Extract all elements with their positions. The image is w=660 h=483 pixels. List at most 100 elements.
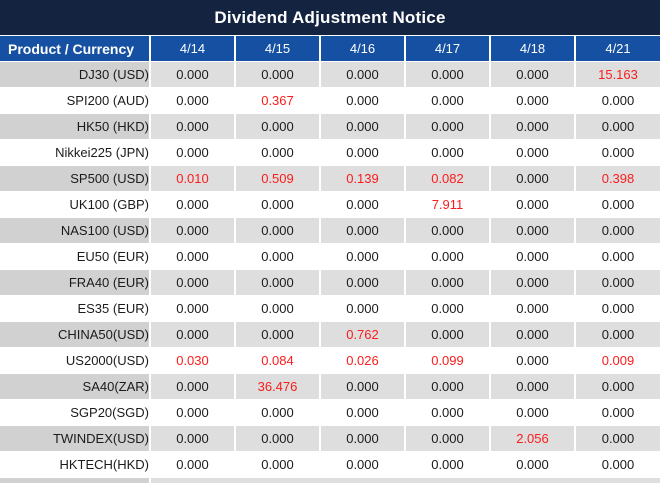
value-cell: 0.000 xyxy=(320,61,406,88)
value-cell: 0.000 xyxy=(575,269,660,296)
value-cell: 0.000 xyxy=(320,373,406,400)
table-body: DJ30 (USD) 0.000 0.000 0.000 0.000 0.000 15.1… xyxy=(0,61,660,478)
value-cell: 0.000 xyxy=(150,217,236,244)
value-cell: 0.000 xyxy=(405,295,491,322)
value-cell: 0.000 xyxy=(405,243,491,270)
value-cell: 0.000 xyxy=(150,139,236,166)
value-cell: 0.000 xyxy=(320,191,406,218)
value-cell: 0.000 xyxy=(490,269,576,296)
value-cell: 0.000 xyxy=(490,347,576,374)
value-cell: 0.000 xyxy=(235,113,321,140)
value-cell: 0.398 xyxy=(575,165,660,192)
table-row: SA40(ZAR) 0.000 36.476 0.000 0.000 0.000 0.00… xyxy=(0,373,660,400)
value-cell: 0.000 xyxy=(405,87,491,114)
value-cell: 0.000 xyxy=(150,191,236,218)
value-cell: 0.010 xyxy=(150,165,236,192)
product-cell: NAS100 (USD) xyxy=(0,217,151,244)
value-cell: 0.000 xyxy=(405,113,491,140)
table-row: HK50 (HKD) 0.000 0.000 0.000 0.000 0.000 0.00… xyxy=(0,113,660,140)
value-cell: 15.163 xyxy=(575,61,660,88)
column-header-date: 4/18 xyxy=(490,36,576,62)
value-cell: 0.000 xyxy=(150,425,236,452)
column-header-date: 4/17 xyxy=(405,36,491,62)
value-cell: 0.084 xyxy=(235,347,321,374)
table-row: DJ30 (USD) 0.000 0.000 0.000 0.000 0.000 15.1… xyxy=(0,61,660,88)
value-cell: 0.000 xyxy=(490,165,576,192)
value-cell: 0.000 xyxy=(405,269,491,296)
title-divider xyxy=(0,35,660,36)
value-cell: 0.000 xyxy=(405,373,491,400)
value-cell: 0.000 xyxy=(405,451,491,478)
value-cell: 0.000 xyxy=(150,61,236,88)
table-row: SPI200 (AUD) 0.000 0.367 0.000 0.000 0.000 0.… xyxy=(0,87,660,114)
product-cell: SPI200 (AUD) xyxy=(0,87,151,114)
value-cell: 0.000 xyxy=(490,113,576,140)
product-cell: FRA40 (EUR) xyxy=(0,269,151,296)
value-cell: 0.000 xyxy=(490,139,576,166)
value-cell: 0.000 xyxy=(405,321,491,348)
value-cell: 0.082 xyxy=(405,165,491,192)
value-cell: 0.000 xyxy=(575,191,660,218)
value-cell: 0.000 xyxy=(320,269,406,296)
table-row: SGP20(SGD) 0.000 0.000 0.000 0.000 0.000 0.00… xyxy=(0,399,660,426)
value-cell: 0.000 xyxy=(575,451,660,478)
page-title: Dividend Adjustment Notice xyxy=(0,0,660,35)
table-row: CHINA50(USD) 0.000 0.000 0.762 0.000 0.000 0.… xyxy=(0,321,660,348)
value-cell: 0.000 xyxy=(235,139,321,166)
table-row: EU50 (EUR) 0.000 0.000 0.000 0.000 0.000 0.00… xyxy=(0,243,660,270)
value-cell: 0.000 xyxy=(235,321,321,348)
table-row: HKTECH(HKD) 0.000 0.000 0.000 0.000 0.000 0.0… xyxy=(0,451,660,478)
value-cell: 0.000 xyxy=(320,87,406,114)
table-row: TWINDEX(USD) 0.000 0.000 0.000 0.000 2.056 0.… xyxy=(0,425,660,452)
value-cell: 0.099 xyxy=(405,347,491,374)
value-cell: 0.000 xyxy=(575,113,660,140)
value-cell: 0.000 xyxy=(490,87,576,114)
value-cell: 0.000 xyxy=(490,321,576,348)
value-cell: 0.762 xyxy=(320,321,406,348)
value-cell: 0.000 xyxy=(150,269,236,296)
product-cell: SP500 (USD) xyxy=(0,165,151,192)
value-cell: 0.000 xyxy=(320,425,406,452)
value-cell: 0.000 xyxy=(235,399,321,426)
product-cell: SA40(ZAR) xyxy=(0,373,151,400)
header-row: Product / Currency 4/14 4/15 4/16 4/17 4… xyxy=(0,36,660,62)
value-cell: 0.000 xyxy=(575,295,660,322)
table-row: ES35 (EUR) 0.000 0.000 0.000 0.000 0.000 0.00… xyxy=(0,295,660,322)
value-cell: 0.000 xyxy=(320,295,406,322)
value-cell: 0.000 xyxy=(150,451,236,478)
value-cell: 0.000 xyxy=(575,243,660,270)
value-cell: 0.000 xyxy=(150,113,236,140)
product-cell: HK50 (HKD) xyxy=(0,113,151,140)
product-cell: DJ30 (USD) xyxy=(0,61,151,88)
value-cell: 0.000 xyxy=(575,399,660,426)
value-cell: 0.000 xyxy=(150,87,236,114)
table-row: NAS100 (USD) 0.000 0.000 0.000 0.000 0.000 0.… xyxy=(0,217,660,244)
partial-row-strip xyxy=(0,478,660,483)
column-header-date: 4/15 xyxy=(235,36,321,62)
value-cell: 0.139 xyxy=(320,165,406,192)
value-cell: 0.000 xyxy=(490,61,576,88)
value-cell: 0.000 xyxy=(405,139,491,166)
value-cell: 0.000 xyxy=(235,217,321,244)
table-row: SP500 (USD) 0.010 0.509 0.139 0.082 0.000 0.3… xyxy=(0,165,660,192)
dividend-table: Product / Currency 4/14 4/15 4/16 4/17 4… xyxy=(0,36,660,478)
product-cell: Nikkei225 (JPN) xyxy=(0,139,151,166)
value-cell: 0.000 xyxy=(405,425,491,452)
value-cell: 0.000 xyxy=(235,451,321,478)
value-cell: 36.476 xyxy=(235,373,321,400)
value-cell: 0.030 xyxy=(150,347,236,374)
value-cell: 0.000 xyxy=(150,243,236,270)
value-cell: 0.000 xyxy=(575,373,660,400)
column-header-product: Product / Currency xyxy=(0,36,151,62)
table-row: Nikkei225 (JPN) 0.000 0.000 0.000 0.000 0.00… xyxy=(0,139,660,166)
value-cell: 0.000 xyxy=(150,373,236,400)
value-cell: 0.000 xyxy=(150,321,236,348)
value-cell: 0.000 xyxy=(490,295,576,322)
column-header-date: 4/14 xyxy=(150,36,236,62)
value-cell: 0.000 xyxy=(405,217,491,244)
value-cell: 0.000 xyxy=(320,243,406,270)
product-cell: SGP20(SGD) xyxy=(0,399,151,426)
value-cell: 0.000 xyxy=(235,425,321,452)
value-cell: 0.000 xyxy=(575,425,660,452)
value-cell: 0.000 xyxy=(235,191,321,218)
